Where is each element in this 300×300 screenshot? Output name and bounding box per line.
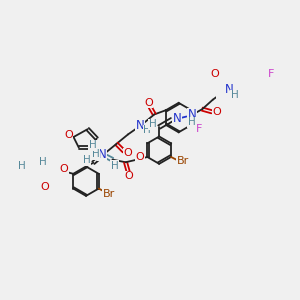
Text: N: N [98,148,107,161]
Text: O: O [40,182,49,192]
Text: H: H [188,117,196,127]
Text: O: O [212,107,221,117]
Text: O: O [59,164,68,173]
Text: O: O [125,171,134,182]
Text: O: O [144,98,153,108]
Text: O: O [64,130,73,140]
Text: H: H [143,125,151,135]
Text: N: N [173,112,182,124]
Text: N: N [188,108,196,122]
Text: F: F [196,124,202,134]
Text: O: O [135,152,144,162]
Text: Br: Br [103,189,115,199]
Text: H: H [92,149,99,159]
Text: H: H [149,119,157,129]
Text: N: N [225,83,234,96]
Text: F: F [268,69,274,79]
Text: Br: Br [176,156,189,166]
Text: H: H [18,161,26,171]
Text: H: H [39,157,46,167]
Text: H: H [83,155,91,165]
Text: H: H [111,161,119,171]
Text: N: N [136,119,145,132]
Text: O: O [210,69,219,79]
Text: H: H [88,140,96,150]
Text: H: H [231,91,239,100]
Text: O: O [124,148,132,158]
